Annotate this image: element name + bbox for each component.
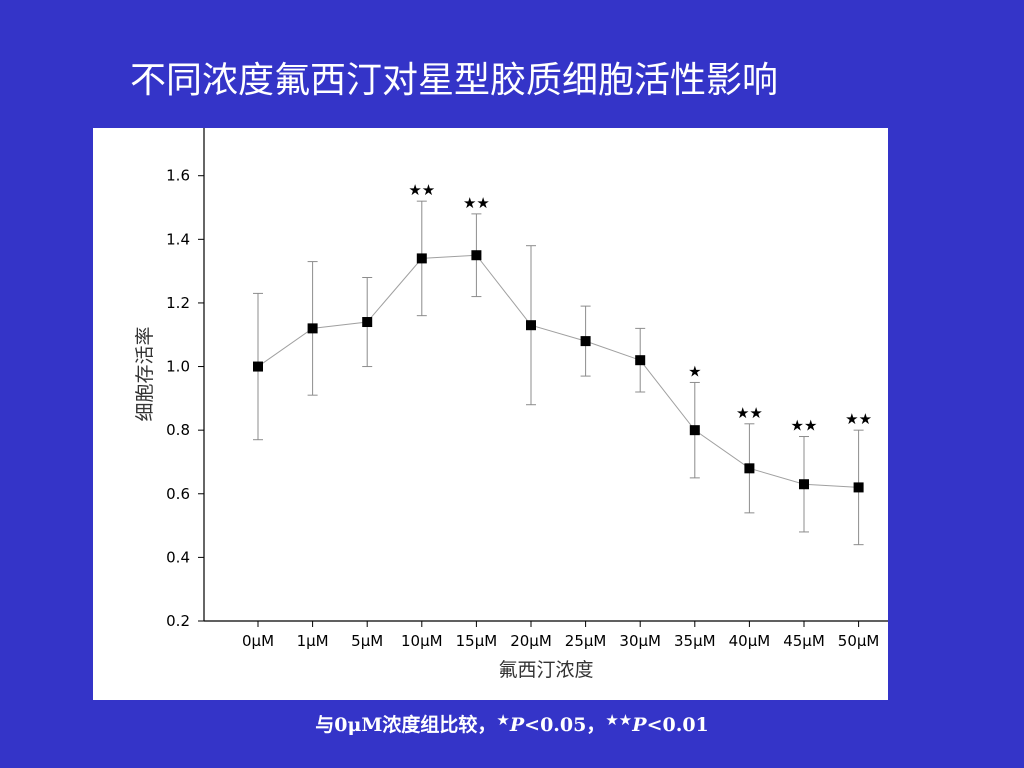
y-tick-label: 1.6 [166, 167, 190, 185]
data-point [853, 482, 864, 493]
p-symbol: P [509, 714, 525, 736]
double-star-icon: ★★ [605, 711, 633, 729]
y-tick-label: 0.8 [166, 421, 190, 439]
data-point [580, 336, 591, 347]
x-tick-label: 40μM [729, 632, 771, 650]
significance-star-icon: ★★ [791, 417, 818, 435]
data-point [416, 253, 427, 264]
data-point [526, 320, 536, 331]
y-tick-label: 1.4 [166, 230, 190, 248]
data-point [253, 361, 263, 372]
data-point [689, 425, 700, 436]
x-tick-label: 15μM [456, 632, 498, 650]
x-tick-label: 1μM [297, 632, 329, 650]
p-threshold-001: <0.01 [646, 714, 709, 736]
x-tick-label: 30μM [619, 632, 661, 650]
x-tick-label: 25μM [565, 632, 607, 650]
data-point [362, 317, 373, 328]
significance-star-icon: ★★ [408, 181, 435, 199]
p-symbol: P [632, 714, 647, 736]
y-tick-label: 1.0 [166, 358, 190, 376]
chart-panel: 0.2 0.4 0.6 0.8 1.0 1.2 1.4 1.6 0μM 1μM 5μM 10μM 15… [93, 128, 888, 700]
data-point [471, 250, 482, 261]
data-point [307, 323, 318, 334]
x-tick-label: 35μM [674, 632, 716, 650]
series-line [257, 254, 859, 488]
y-tick-label: 1.2 [166, 294, 190, 312]
significance-star-icon: ★★ [845, 410, 872, 428]
x-tick-label: 20μM [510, 632, 552, 650]
y-axis-title: 细胞存活率 [134, 326, 156, 421]
data-point [635, 355, 646, 366]
x-axis-title: 氟西汀浓度 [498, 659, 593, 681]
data-point [744, 463, 755, 474]
significance-star-icon: ★ [688, 362, 701, 380]
y-tick-label: 0.2 [166, 612, 190, 630]
x-tick-label: 45μM [783, 632, 825, 650]
x-tick-label: 5μM [351, 632, 383, 650]
significance-footnote: 与0μM浓度组比较，★P<0.05，★★P<0.01 [0, 706, 1024, 739]
cell-viability-chart: 0.2 0.4 0.6 0.8 1.0 1.2 1.4 1.6 0μM 1μM 5μM 10μM 15… [134, 128, 888, 681]
single-star-icon: ★ [496, 711, 510, 729]
p-threshold-005: <0.05， [524, 714, 606, 736]
data-point [799, 479, 809, 490]
y-tick-label: 0.4 [166, 548, 190, 566]
slide-title: 不同浓度氟西汀对星型胶质细胞活性影响 [130, 60, 779, 101]
footnote-prefix: 与0μM浓度组比较， [315, 714, 497, 736]
y-tick-label: 0.6 [166, 485, 190, 503]
significance-star-icon: ★★ [736, 404, 763, 422]
significance-star-icon: ★★ [463, 194, 490, 212]
x-tick-label: 10μM [401, 632, 443, 650]
x-tick-label: 0μM [242, 632, 274, 650]
x-tick-label: 50μM [838, 632, 880, 650]
